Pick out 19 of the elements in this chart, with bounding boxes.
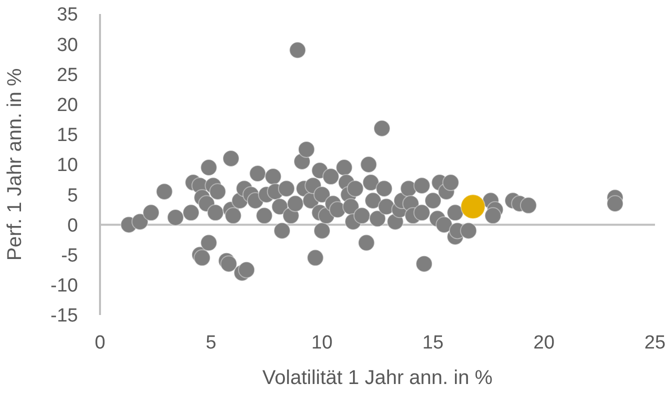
y-tick-label: -15 bbox=[50, 306, 78, 327]
x-tick-label: 10 bbox=[311, 332, 333, 354]
y-tick-label: 10 bbox=[56, 155, 78, 176]
x-tick-label: 20 bbox=[533, 332, 555, 354]
y-tick-label: 0 bbox=[67, 215, 78, 236]
y-tick-label: 25 bbox=[56, 64, 78, 86]
y-tick-label: 5 bbox=[67, 185, 78, 206]
y-tick-label: 15 bbox=[56, 125, 78, 146]
x-axis-title: Volatilität 1 Jahr ann. in % bbox=[262, 367, 493, 389]
x-tick-label: 5 bbox=[206, 332, 216, 354]
x-tick-label: 0 bbox=[94, 332, 106, 354]
y-tick-label: 35 bbox=[56, 4, 78, 26]
x-tick-label: 25 bbox=[644, 332, 666, 354]
y-tick-label: -5 bbox=[61, 246, 78, 267]
y-axis-title: Perf. 1 Jahr ann. in % bbox=[4, 68, 26, 261]
y-tick-label: -10 bbox=[50, 276, 78, 297]
x-tick-label: 15 bbox=[422, 332, 444, 354]
y-tick-label: 20 bbox=[56, 95, 78, 116]
y-tick-label: 30 bbox=[56, 34, 78, 56]
